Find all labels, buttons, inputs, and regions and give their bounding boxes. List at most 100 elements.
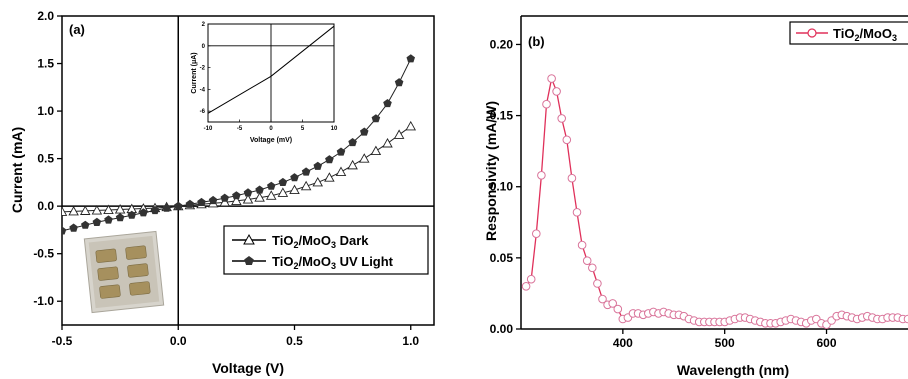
data-point-dark xyxy=(393,129,405,139)
data-point-dark xyxy=(382,137,393,148)
data-point-uv xyxy=(243,188,253,197)
inset-x-tick-label: 0 xyxy=(269,126,273,132)
inset-y-tick-label: -2 xyxy=(200,66,206,72)
responsivity-point xyxy=(577,240,587,250)
responsivity-point xyxy=(582,256,592,266)
x-tick-label: 1.0 xyxy=(402,334,419,348)
data-point-uv xyxy=(139,208,148,217)
data-point-uv xyxy=(255,185,264,194)
legend-entry-uv-light: TiO2/MoO3 UV Light xyxy=(272,254,394,271)
data-point-uv xyxy=(127,210,136,219)
data-point-dark xyxy=(312,176,324,187)
responsivity-point xyxy=(552,87,561,96)
data-point-uv xyxy=(313,161,322,170)
responsivity-point xyxy=(537,171,546,180)
x-tick-label: -0.5 xyxy=(52,334,73,348)
data-point-dark xyxy=(103,204,114,215)
data-point-dark xyxy=(289,184,300,195)
y-tick-label: 2.0 xyxy=(37,9,54,23)
legend-marker-pentagon xyxy=(244,256,254,265)
responsivity-point xyxy=(526,274,536,284)
y-tick-label: 0.0 xyxy=(37,199,54,213)
responsivity-point xyxy=(532,229,541,238)
x-tick-label: 0.0 xyxy=(170,334,187,348)
panel-b-x-axis-label: Wavelength (nm) xyxy=(677,362,789,378)
b-x-tick-label: 400 xyxy=(613,336,633,350)
legend-entry-tio2-moo3: TiO2/MoO3 xyxy=(833,26,897,43)
data-point-uv xyxy=(267,181,276,190)
inset-y-tick-label: -6 xyxy=(200,109,206,115)
legend-entry-dark: TiO2/MoO3 Dark xyxy=(272,233,369,250)
data-point-dark xyxy=(242,194,254,204)
responsivity-point xyxy=(562,135,572,145)
panel-a-x-axis-label: Voltage (V) xyxy=(212,360,284,376)
panel-b-label: (b) xyxy=(528,34,545,49)
data-point-uv xyxy=(301,167,311,176)
responsivity-point xyxy=(593,279,602,288)
data-point-dark xyxy=(300,180,312,191)
responsivity-point xyxy=(521,282,531,291)
data-point-dark xyxy=(231,195,242,205)
data-point-uv xyxy=(81,220,90,229)
data-point-dark xyxy=(324,172,335,182)
x-tick-label: 0.5 xyxy=(286,334,303,348)
data-point-dark xyxy=(405,120,417,131)
data-point-uv xyxy=(336,147,346,156)
b-y-tick-label: 0.20 xyxy=(490,37,514,51)
data-point-uv xyxy=(325,155,334,164)
data-point-uv xyxy=(278,177,288,186)
inset-x-tick-label: -5 xyxy=(237,126,243,132)
b-y-tick-label: 0.05 xyxy=(490,251,514,265)
panel-a-inset-chart: -10 -5 0 5 10 -6 -4 -2 0 2 Voltage (mV) Current (… xyxy=(191,22,338,144)
legend-marker-circle xyxy=(807,28,817,38)
data-point-uv xyxy=(290,173,299,182)
data-point-dark xyxy=(265,190,277,200)
data-point-uv xyxy=(162,203,171,212)
data-point-dark xyxy=(68,205,79,216)
data-point-dark xyxy=(370,145,382,156)
responsivity-line xyxy=(525,76,908,326)
data-point-uv xyxy=(92,217,102,226)
inset-ticks: -10 -5 0 5 10 -6 -4 -2 0 2 xyxy=(200,22,338,132)
data-point-uv xyxy=(360,127,369,136)
responsivity-point xyxy=(572,208,582,217)
panel-b-series xyxy=(521,74,908,329)
responsivity-point xyxy=(903,314,908,324)
data-point-uv xyxy=(383,99,392,108)
panel-a-ticks: -0.5 0.0 0.5 1.0 -1.0 -0.5 0.0 0.5 1.0 1.5 2.0 xyxy=(33,9,419,348)
y-tick-label: 0.5 xyxy=(37,152,54,166)
data-point-uv xyxy=(406,54,415,63)
data-point-uv xyxy=(185,199,195,208)
inset-x-tick-label: 10 xyxy=(331,126,338,132)
data-point-uv xyxy=(150,205,160,215)
b-x-tick-label: 600 xyxy=(817,336,837,350)
responsivity-point xyxy=(567,173,577,183)
panel-a-y-axis-label: Current (mA) xyxy=(9,127,25,213)
inset-series xyxy=(207,24,335,122)
data-point-dark xyxy=(62,206,68,216)
inset-iv-line xyxy=(207,25,335,114)
data-point-uv xyxy=(371,114,381,123)
data-point-dark xyxy=(358,153,370,163)
responsivity-point xyxy=(557,114,567,123)
data-point-uv xyxy=(69,223,78,232)
b-x-tick-label: 500 xyxy=(715,336,735,350)
panel-a-label: (a) xyxy=(69,22,85,37)
y-tick-label: 1.5 xyxy=(37,57,54,71)
inset-x-tick-label: 5 xyxy=(301,126,305,132)
panel-b-ticks: 400 500 600 0.00 0.05 0.10 0.15 0.20 xyxy=(490,37,837,350)
data-point-uv xyxy=(232,191,241,200)
data-point-uv xyxy=(394,78,404,87)
data-point-dark xyxy=(91,205,103,215)
inset-y-tick-label: -4 xyxy=(200,87,206,93)
data-point-uv xyxy=(115,213,125,222)
data-point-dark xyxy=(335,166,347,176)
y-tick-label: -0.5 xyxy=(33,247,54,261)
responsivity-point xyxy=(598,294,607,304)
data-point-dark xyxy=(114,204,126,214)
panel-a-series xyxy=(62,54,417,235)
device-photo-inset xyxy=(83,230,165,314)
data-point-uv xyxy=(220,193,229,202)
data-point-uv xyxy=(348,138,357,147)
